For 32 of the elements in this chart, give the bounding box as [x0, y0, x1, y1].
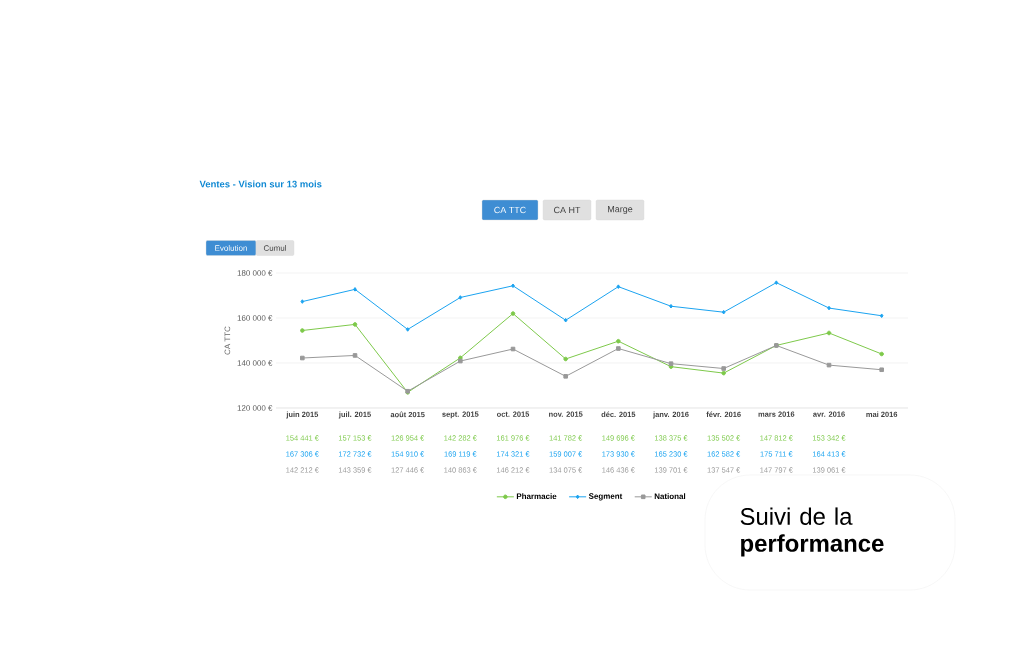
text: Marge — [608, 205, 633, 215]
point — [721, 309, 726, 315]
point — [563, 317, 568, 323]
point — [827, 305, 831, 311]
text: Suivi de la performance — [740, 507, 884, 557]
point — [352, 353, 358, 358]
point — [300, 328, 305, 333]
text: CA TTC — [494, 206, 526, 214]
point — [879, 351, 884, 357]
point — [510, 311, 516, 316]
point — [511, 283, 515, 289]
point — [826, 362, 832, 368]
point — [405, 327, 410, 332]
point — [300, 355, 305, 361]
point — [669, 303, 673, 309]
point — [563, 374, 568, 379]
point — [721, 366, 726, 371]
point — [774, 280, 779, 285]
point — [458, 295, 463, 300]
chart-title: Ventes - Vision sur 13 mois — [199, 180, 322, 188]
point — [353, 287, 357, 292]
point — [616, 346, 621, 351]
point — [721, 370, 726, 376]
point — [879, 367, 884, 373]
text: CA HT — [554, 206, 581, 214]
point — [352, 322, 358, 327]
point — [826, 330, 832, 336]
point — [300, 299, 305, 304]
point — [879, 313, 884, 319]
point — [616, 284, 621, 289]
point — [616, 338, 621, 344]
point — [563, 356, 568, 362]
